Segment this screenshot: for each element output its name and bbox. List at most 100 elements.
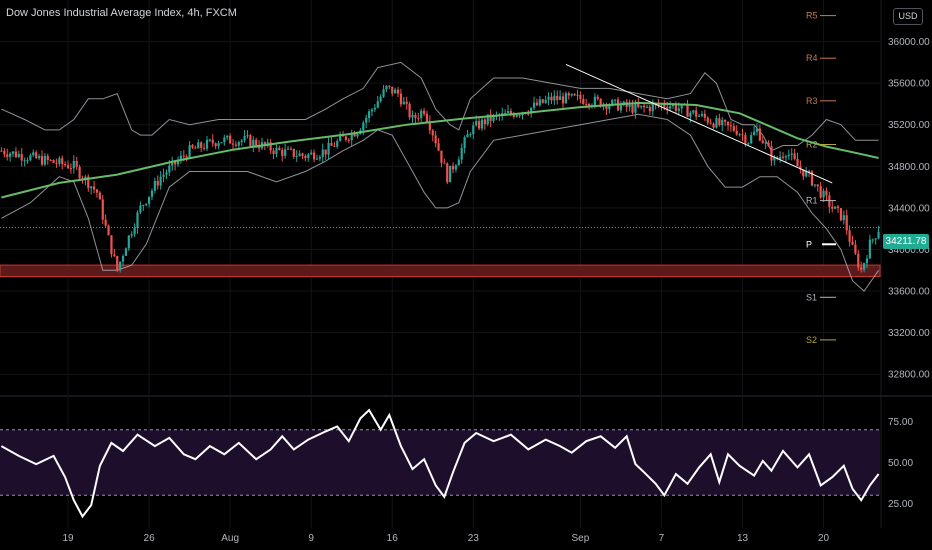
candle-body	[150, 190, 154, 197]
pivot-levels: R5 R4 R3 R2 R1 P S1 S2	[806, 11, 836, 345]
candle-body	[640, 105, 643, 108]
candle-body	[857, 253, 860, 268]
candle-body	[874, 238, 877, 240]
candle-body	[208, 139, 211, 141]
candle-body	[20, 153, 23, 161]
candle-body	[379, 96, 382, 102]
candle-body	[758, 128, 761, 141]
pivot-label: R3	[806, 96, 818, 106]
candle-body	[29, 155, 32, 161]
rsi-tick-label: 75.00	[888, 417, 913, 428]
candle-body	[860, 267, 863, 270]
candle-body	[113, 254, 116, 257]
candle-body	[596, 96, 599, 99]
candle-body	[556, 95, 559, 100]
candle-body	[651, 104, 654, 112]
candle-body	[116, 256, 119, 271]
candle-body	[663, 104, 666, 107]
candle-body	[237, 142, 240, 146]
candle-body	[249, 135, 252, 147]
candle-body	[257, 146, 261, 149]
candle-body	[286, 148, 290, 150]
candle-body	[813, 184, 816, 186]
candle-body	[576, 94, 579, 96]
candle-body	[648, 106, 651, 112]
time-tick-label: 13	[737, 533, 749, 544]
candle-body	[738, 134, 741, 136]
price-tick-label: 34800.00	[888, 162, 930, 173]
time-tick-label: 7	[659, 533, 665, 544]
candle-body	[767, 142, 770, 147]
candle-body	[599, 98, 602, 107]
time-tick-label: Aug	[221, 533, 239, 544]
candle-body	[339, 135, 342, 141]
pivot-label: S1	[806, 292, 817, 302]
candle-body	[848, 230, 851, 242]
candle-body	[752, 131, 756, 136]
candle-body	[92, 186, 96, 190]
candle-body	[330, 142, 333, 146]
candle-body	[14, 151, 18, 158]
candle-body	[614, 99, 617, 101]
pivot-label: P	[806, 239, 812, 249]
bollinger-bands	[1, 61, 880, 292]
candle-body	[136, 212, 139, 229]
candle-body	[729, 125, 733, 127]
candle-body	[64, 164, 67, 166]
candle-body	[234, 144, 238, 146]
candle-body	[0, 150, 3, 152]
candle-body	[585, 103, 588, 105]
candle-body	[828, 195, 831, 207]
time-tick-label: 20	[818, 533, 830, 544]
candle-body	[642, 105, 646, 108]
candle-body	[373, 107, 376, 110]
candle-body	[634, 103, 637, 113]
candle-body	[211, 139, 214, 144]
candle-body	[593, 96, 596, 106]
candle-body	[871, 239, 874, 241]
candle-body	[527, 113, 530, 115]
candle-body	[477, 121, 481, 129]
candle-body	[394, 89, 397, 94]
candle-body	[836, 206, 840, 209]
candle-body	[697, 115, 701, 117]
candle-body	[671, 104, 675, 107]
price-tick-label: 33200.00	[888, 328, 930, 339]
candle-body	[399, 93, 403, 105]
ema-path	[1, 101, 879, 199]
candle-body	[657, 103, 660, 106]
candle-body	[831, 206, 834, 209]
candle-body	[695, 110, 698, 117]
candle-body	[839, 208, 843, 221]
ema-line	[1, 101, 879, 199]
candle-body	[750, 135, 753, 144]
candle-body	[142, 205, 145, 207]
candle-body	[440, 150, 443, 163]
candle-body	[669, 106, 672, 109]
candle-body	[515, 115, 518, 117]
currency-button[interactable]: USD	[893, 8, 923, 25]
candle-body	[779, 156, 782, 159]
rsi-indicator	[0, 408, 880, 519]
candle-body	[547, 96, 550, 100]
candle-body	[220, 142, 223, 144]
candle-body	[868, 239, 871, 259]
candle-body	[336, 140, 339, 147]
candle-body	[422, 110, 426, 114]
candle-body	[428, 121, 431, 131]
candle-body	[518, 115, 521, 117]
candle-body	[434, 135, 437, 144]
candle-body	[350, 133, 353, 141]
candle-body	[188, 145, 191, 159]
candle-body	[191, 145, 194, 148]
candle-body	[544, 99, 547, 103]
candle-body	[483, 119, 486, 125]
candle-body	[133, 228, 136, 235]
candle-body	[463, 137, 466, 148]
candle-body	[310, 152, 313, 155]
candle-body	[825, 190, 828, 196]
candle-body	[747, 143, 750, 145]
candle-body	[466, 134, 469, 138]
candle-body	[877, 231, 880, 239]
candle-body	[347, 139, 350, 141]
